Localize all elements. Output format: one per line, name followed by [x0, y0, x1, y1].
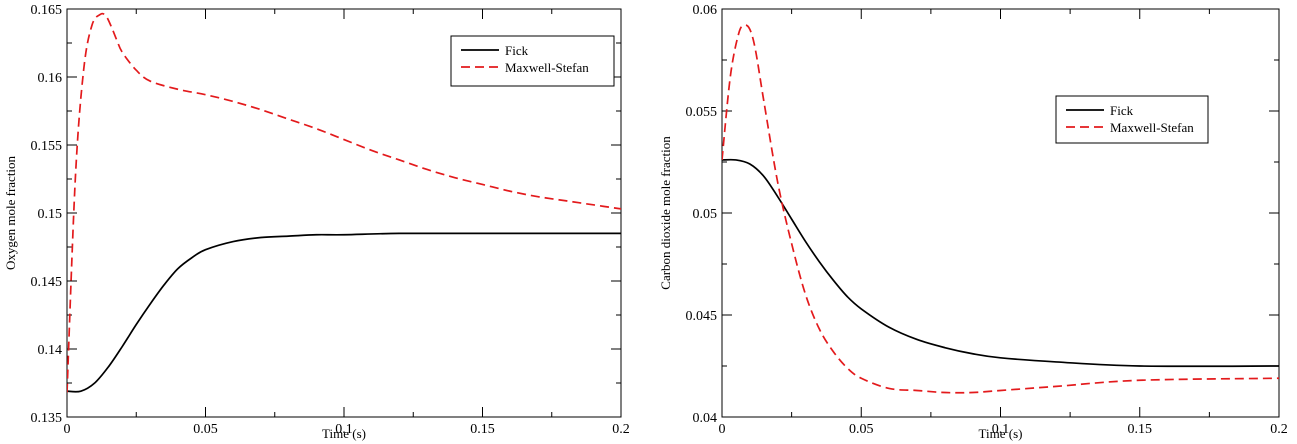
oxygen-y-tick-label: 0.135: [31, 411, 63, 426]
oxygen-y-tick-label: 0.14: [38, 343, 63, 358]
oxygen-series-line-maxwell-stefan: [67, 12, 621, 393]
co2-y-tick-label: 0.055: [686, 105, 718, 120]
co2-x-tick-label: 0.05: [849, 422, 874, 437]
oxygen-y-axis-title: Oxygen mole fraction: [3, 155, 18, 270]
oxygen-x-tick-label: 0.15: [470, 422, 495, 437]
co2-legend-label: Maxwell-Stefan: [1110, 120, 1194, 135]
oxygen-x-tick-label: 0: [64, 422, 71, 437]
oxygen-series-line-fick: [67, 232, 621, 393]
oxygen-y-tick-label: 0.155: [31, 139, 63, 154]
oxygen-x-tick-label: 0.2: [612, 422, 630, 437]
co2-plot-frame: [721, 8, 1280, 418]
oxygen-x-tick-label: 0.1: [335, 422, 353, 437]
oxygen-y-tick-label: 0.16: [38, 71, 63, 86]
oxygen-y-tick-label: 0.145: [31, 275, 63, 290]
co2-x-tick-label: 0.15: [1128, 422, 1153, 437]
carbon-dioxide-chart: 0 0.05 0.1 0.15 0.2 0.04 0.045 0.05 0.055 0.06 Tim…: [658, 3, 1288, 441]
co2-x-tick-label: 0.2: [1270, 422, 1288, 437]
co2-x-tick-label: 0: [719, 422, 726, 437]
oxygen-y-tick-label: 0.15: [38, 207, 63, 222]
co2-x-axis-title: Time (s): [979, 426, 1023, 441]
co2-series-line-maxwell-stefan: [722, 24, 1279, 394]
co2-y-axis-title: Carbon dioxide mole fraction: [658, 136, 673, 290]
co2-series-line-fick: [722, 158, 1279, 368]
oxygen-legend-label: Fick: [505, 43, 529, 58]
oxygen-legend-box: [450, 35, 615, 87]
co2-y-tick-label: 0.045: [686, 309, 718, 324]
co2-legend-label: Fick: [1110, 103, 1134, 118]
co2-y-tick-label: 0.04: [693, 411, 718, 426]
co2-legend-box: [1055, 95, 1209, 144]
oxygen-x-axis-title: Time (s): [322, 426, 366, 441]
co2-y-tick-label: 0.05: [693, 207, 718, 222]
oxygen-y-tick-label: 0.165: [31, 3, 63, 18]
oxygen-chart: 0 0.05 0.1 0.15 0.2 0.135 0.14 0.145 0.15 0.155 0.…: [3, 3, 630, 441]
co2-y-tick-label: 0.06: [693, 3, 718, 18]
oxygen-legend-label: Maxwell-Stefan: [505, 60, 589, 75]
co2-x-tick-label: 0.1: [992, 422, 1010, 437]
oxygen-x-tick-label: 0.05: [193, 422, 218, 437]
